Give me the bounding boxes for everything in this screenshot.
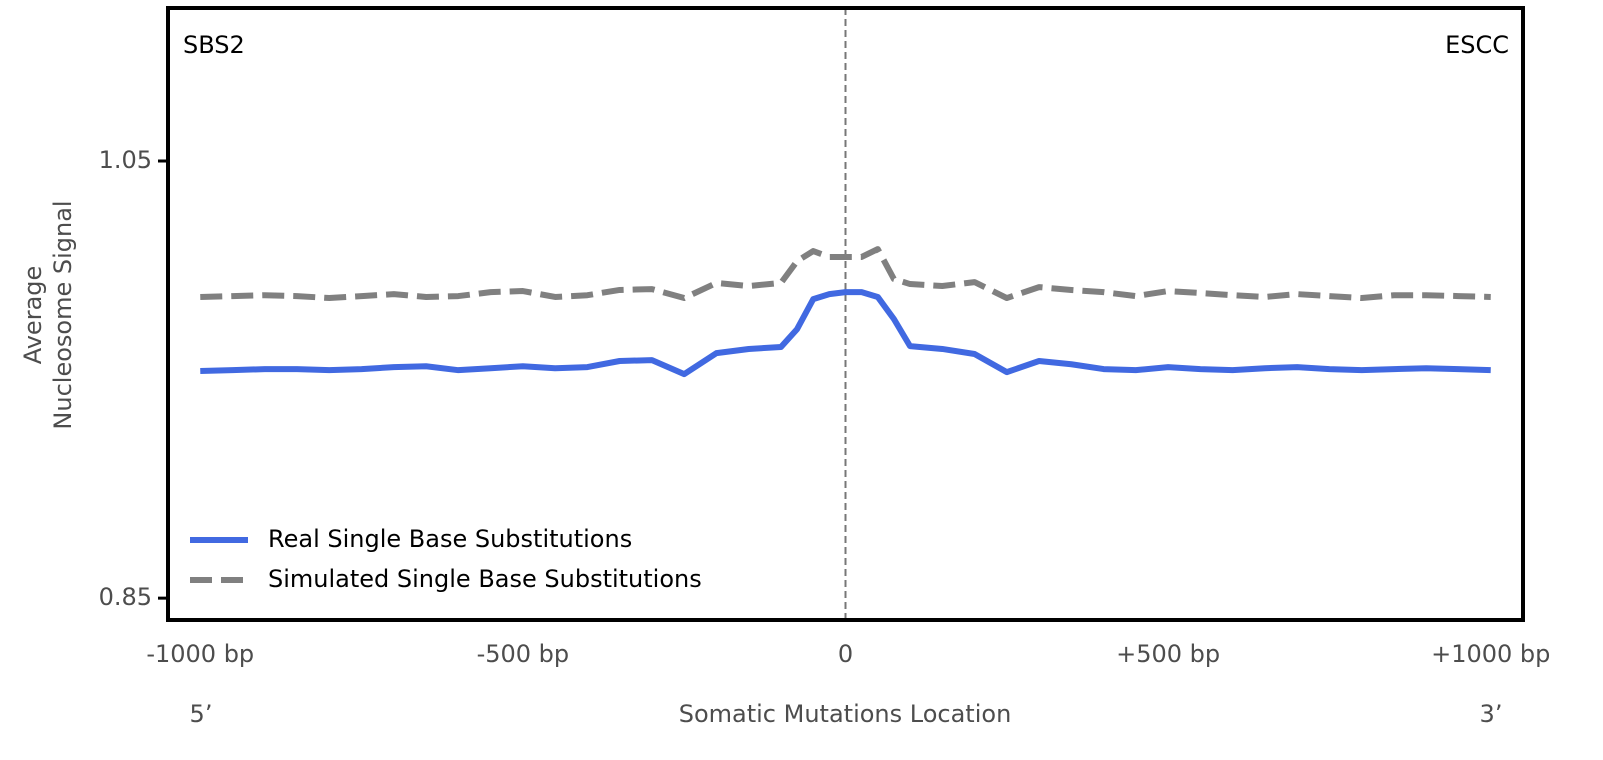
x-tick-label: -500 bp [477, 640, 570, 668]
y-axis-label: Nucleosome Signal [49, 200, 77, 429]
y-axis-label: Average [19, 266, 47, 365]
series-line [200, 289, 1491, 378]
x-end-label: 5’ [190, 700, 213, 728]
x-tick-label: +1000 bp [1431, 640, 1550, 668]
plot-frame [166, 6, 1525, 622]
x-end-label: 3’ [1480, 700, 1503, 728]
y-tick-label: 0.85 [99, 583, 152, 611]
annotation-left: SBS2 [183, 31, 245, 59]
legend-label: Real Single Base Substitutions [268, 525, 632, 553]
y-tick-label: 1.05 [99, 146, 152, 174]
x-tick-label: +500 bp [1116, 640, 1220, 668]
legend-label: Simulated Single Base Substitutions [268, 565, 702, 593]
x-axis-label: Somatic Mutations Location [679, 700, 1012, 728]
annotation-right: ESCC [1445, 31, 1509, 59]
x-tick-label: 0 [838, 640, 853, 668]
x-tick-label: -1000 bp [146, 640, 254, 668]
series-line [200, 246, 1491, 302]
